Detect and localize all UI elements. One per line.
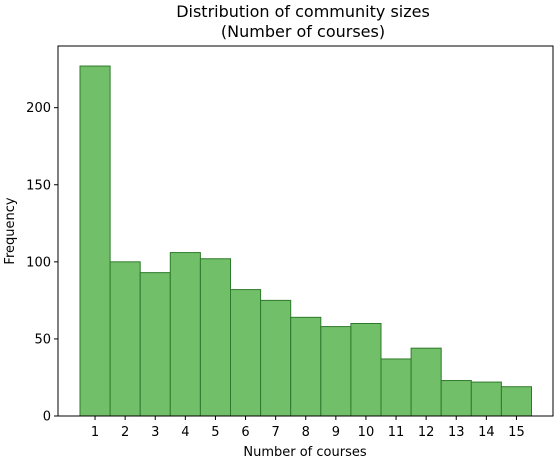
y-tick-label-0: 0 bbox=[43, 410, 51, 425]
bar-10 bbox=[350, 323, 382, 417]
bar-5 bbox=[199, 258, 231, 417]
x-tick-label-7: 7 bbox=[272, 425, 280, 440]
plot-frame bbox=[57, 45, 554, 417]
x-tick-label-14: 14 bbox=[478, 425, 495, 440]
bar-14 bbox=[470, 381, 502, 417]
x-tick-label-8: 8 bbox=[302, 425, 310, 440]
bar-13 bbox=[440, 380, 472, 417]
y-tick-label-150: 150 bbox=[26, 178, 51, 193]
bar-11 bbox=[380, 358, 412, 417]
y-tick-label-50: 50 bbox=[34, 332, 51, 347]
x-ticks-group: 1 2 3 4 5 6 7 8 9 10 11 12 13 14 15 bbox=[91, 416, 525, 440]
x-tick-label-11: 11 bbox=[388, 425, 405, 440]
x-tick-label-12: 12 bbox=[418, 425, 435, 440]
y-tick-label-100: 100 bbox=[26, 255, 51, 270]
bar-3 bbox=[139, 272, 171, 417]
x-tick-label-15: 15 bbox=[508, 425, 525, 440]
bar-8 bbox=[290, 316, 322, 417]
x-axis-label: Number of courses bbox=[243, 445, 366, 458]
bar-9 bbox=[320, 326, 352, 417]
x-tick-label-6: 6 bbox=[241, 425, 249, 440]
x-tick-label-1: 1 bbox=[91, 425, 99, 440]
y-tick-label-200: 200 bbox=[26, 101, 51, 116]
x-tick-label-13: 13 bbox=[448, 425, 465, 440]
bar-2 bbox=[109, 261, 141, 417]
bar-7 bbox=[260, 299, 292, 417]
bar-1 bbox=[79, 65, 111, 417]
x-tick-label-9: 9 bbox=[332, 425, 340, 440]
x-tick-label-5: 5 bbox=[211, 425, 219, 440]
x-tick-label-3: 3 bbox=[151, 425, 159, 440]
bar-15 bbox=[500, 386, 532, 417]
y-ticks-group: 0 50 100 150 200 bbox=[26, 101, 58, 425]
bar-12 bbox=[410, 347, 442, 417]
bar-4 bbox=[169, 252, 201, 417]
x-tick-label-2: 2 bbox=[121, 425, 129, 440]
x-tick-label-10: 10 bbox=[358, 425, 375, 440]
y-axis-label: Frequency bbox=[3, 197, 18, 264]
bars-group bbox=[79, 65, 532, 417]
bar-6 bbox=[230, 289, 262, 417]
chart-title: Distribution of community sizes bbox=[176, 2, 430, 21]
x-tick-label-4: 4 bbox=[181, 425, 189, 440]
chart-subtitle: (Number of courses) bbox=[221, 22, 385, 41]
